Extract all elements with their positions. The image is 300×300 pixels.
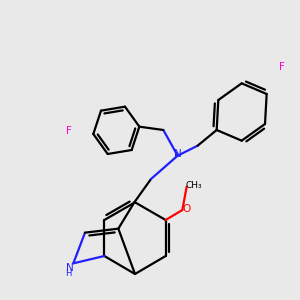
Text: O: O: [182, 204, 191, 214]
Text: N: N: [174, 149, 182, 159]
Text: H: H: [65, 269, 71, 278]
Text: CH₃: CH₃: [185, 181, 202, 190]
Text: F: F: [66, 126, 72, 136]
Text: N: N: [66, 263, 74, 273]
Text: F: F: [279, 62, 285, 72]
